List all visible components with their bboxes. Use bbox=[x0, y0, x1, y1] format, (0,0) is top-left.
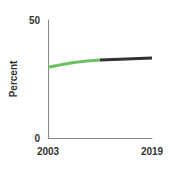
svg-text:2003: 2003 bbox=[37, 146, 60, 157]
svg-text:0: 0 bbox=[34, 133, 40, 144]
svg-text:2019: 2019 bbox=[141, 146, 164, 157]
svg-text:Percent: Percent bbox=[8, 60, 19, 97]
svg-text:50: 50 bbox=[29, 15, 41, 26]
